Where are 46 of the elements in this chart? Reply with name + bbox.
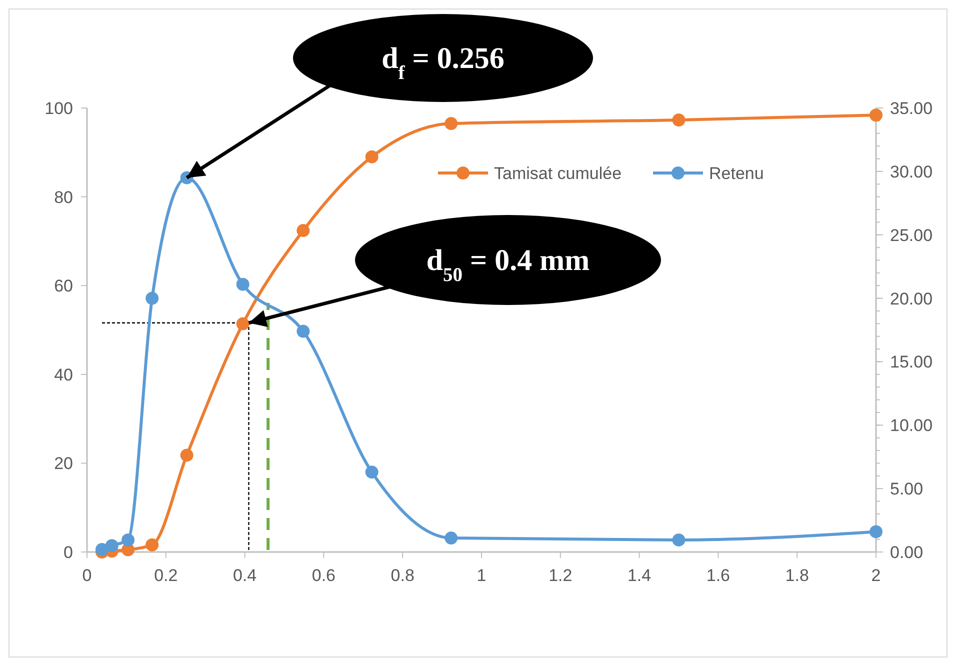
x-tick-label: 0.2 (154, 566, 178, 585)
x-tick-label: 1.4 (627, 566, 652, 585)
x-tick-label: 0.6 (312, 566, 336, 585)
point (672, 113, 686, 126)
y2-tick-label: 35.00 (890, 99, 933, 118)
x-tick-label: 0 (82, 566, 92, 585)
legend-label: Tamisat cumulée (494, 164, 622, 183)
annotation: d$_{50}$ = 0.4 mm (426, 244, 590, 286)
point (365, 150, 378, 164)
y2-tick-label: 5.00 (890, 480, 924, 499)
point (296, 324, 310, 338)
point (105, 539, 118, 552)
legend-label: Retenu (709, 164, 764, 183)
point (444, 117, 458, 130)
y2-tick-label: 0.00 (890, 543, 924, 562)
point (146, 292, 159, 305)
point (870, 525, 882, 538)
point (122, 533, 135, 546)
x-tick-label: 1.8 (785, 566, 809, 585)
point (95, 542, 108, 556)
x-tick-label: 0.8 (390, 566, 414, 585)
y2-tick-label: 30.00 (890, 162, 933, 182)
y-tick-label: 20 (54, 454, 73, 474)
point (236, 278, 250, 291)
x-tick-label: 0.4 (232, 566, 257, 585)
x-tick-label: 1 (476, 566, 486, 585)
x-tick-label: 1.6 (706, 566, 730, 585)
point (365, 466, 378, 479)
y2-tick-label: 10.00 (890, 416, 933, 436)
y-tick-label: 40 (54, 365, 73, 384)
y-tick-label: 60 (54, 276, 73, 296)
text: d$_{f}$ = 0.256 (382, 42, 504, 84)
y2-tick-label: 15.00 (890, 352, 933, 372)
x-tick-label: 1.2 (548, 566, 572, 585)
y-tick-label: 0 (64, 543, 73, 562)
y-tick-label: 80 (54, 188, 73, 207)
point (146, 538, 159, 552)
y-tick-label: 100 (44, 99, 73, 118)
y2-tick-label: 25.00 (890, 226, 933, 245)
point (444, 532, 458, 545)
point (672, 533, 686, 546)
point (236, 317, 250, 330)
y2-tick-label: 20.00 (890, 289, 933, 308)
point (296, 224, 310, 238)
point (180, 448, 194, 462)
x-tick-label: 2 (871, 566, 881, 585)
